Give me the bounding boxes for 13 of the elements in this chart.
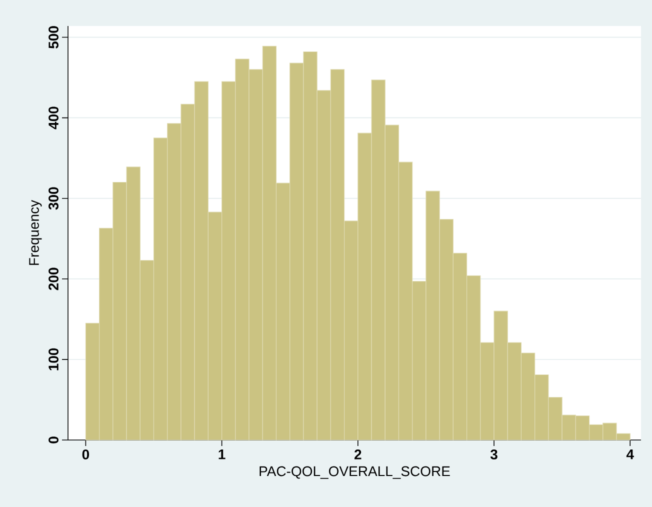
x-tick-label: 4	[626, 450, 634, 460]
y-tick-label: 0	[48, 436, 58, 444]
y-axis-title: Frequency	[29, 200, 42, 265]
y-tick-label: 100	[48, 348, 58, 370]
x-tick-label: 1	[218, 450, 226, 460]
x-tick-label: 2	[354, 450, 362, 460]
y-tick-label: 400	[48, 106, 58, 130]
x-tick-label: 3	[490, 450, 498, 460]
y-tick-label: 500	[48, 26, 58, 48]
x-axis-title: PAC-QOL_OVERALL_SCORE	[260, 466, 450, 479]
x-tick-label: 0	[82, 450, 90, 460]
y-tick-label: 300	[48, 187, 58, 210]
y-tick-label: 200	[48, 268, 58, 290]
